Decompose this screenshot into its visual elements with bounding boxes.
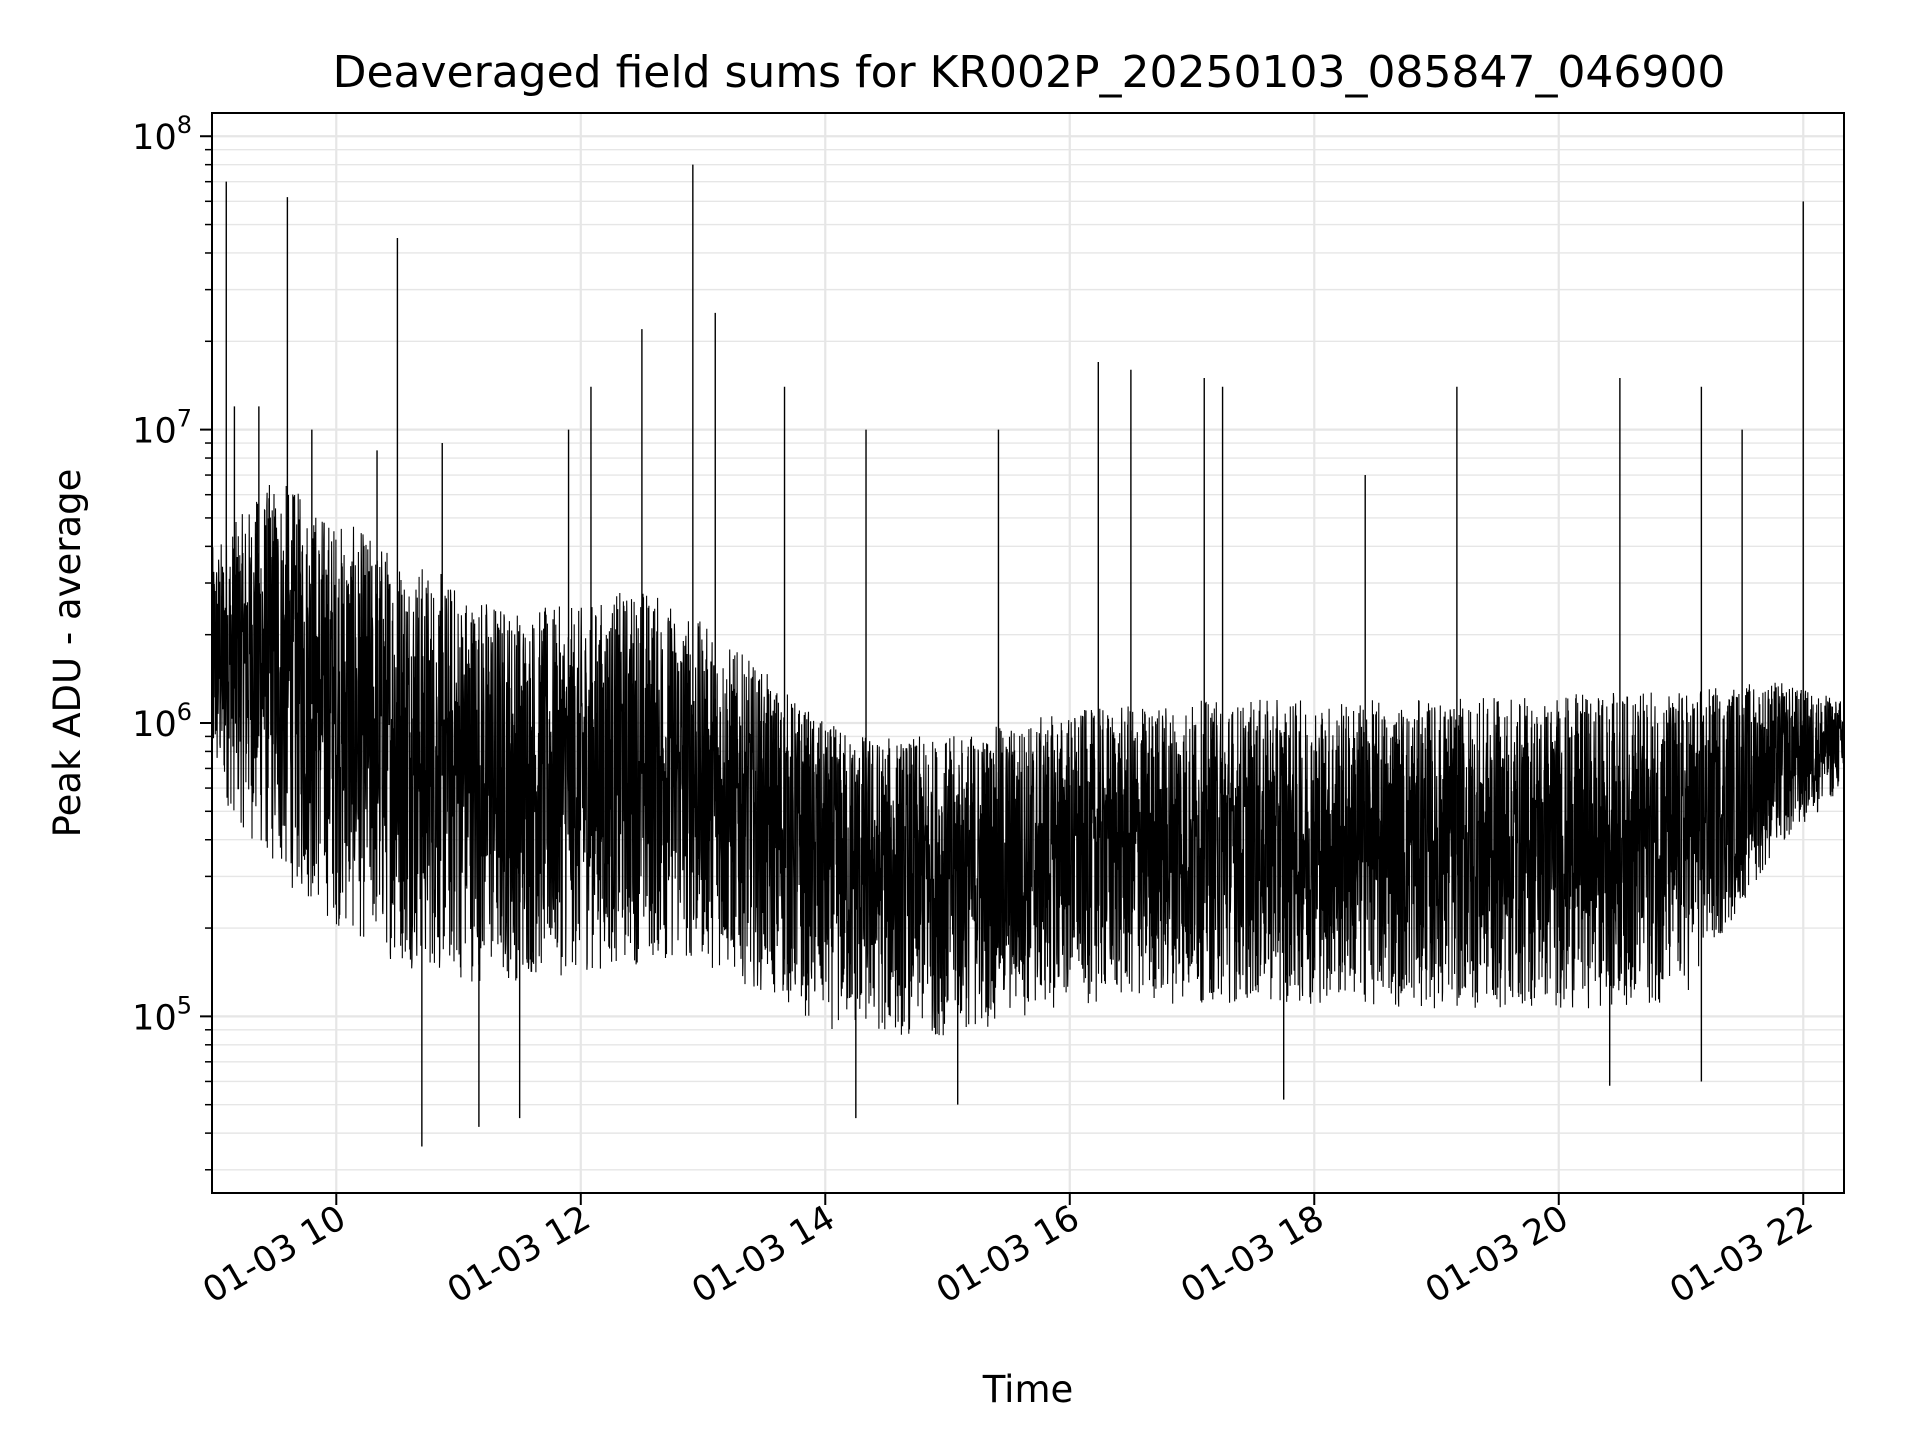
x-tick-label: 01-03 22 bbox=[1663, 1198, 1819, 1311]
x-tick-label: 01-03 18 bbox=[1174, 1198, 1330, 1311]
grid bbox=[212, 113, 1844, 1193]
series-path bbox=[211, 484, 1845, 1036]
x-tick-label: 01-03 14 bbox=[685, 1198, 841, 1311]
y-tick-label: 108 bbox=[132, 111, 192, 158]
y-tick-label: 107 bbox=[132, 405, 192, 452]
y-axis-label: Peak ADU - average bbox=[46, 469, 89, 838]
y-axis: 105 106 107 108 bbox=[132, 111, 212, 1171]
x-tick-label: 01-03 12 bbox=[441, 1198, 597, 1311]
y-tick-label: 106 bbox=[132, 698, 192, 745]
chart-title: Deaveraged field sums for KR002P_2025010… bbox=[333, 47, 1726, 98]
axes-frame bbox=[211, 112, 1845, 1194]
x-tick-label: 01-03 20 bbox=[1419, 1198, 1575, 1311]
series-line bbox=[211, 164, 1845, 1147]
x-axis: 01-03 10 01-03 12 01-03 14 01-03 16 01-03 18… bbox=[196, 1193, 1820, 1311]
x-tick-label: 01-03 10 bbox=[196, 1198, 352, 1311]
x-axis-label: Time bbox=[982, 1368, 1074, 1411]
x-tick-label: 01-03 16 bbox=[930, 1198, 1086, 1311]
y-tick-label: 105 bbox=[132, 991, 192, 1038]
